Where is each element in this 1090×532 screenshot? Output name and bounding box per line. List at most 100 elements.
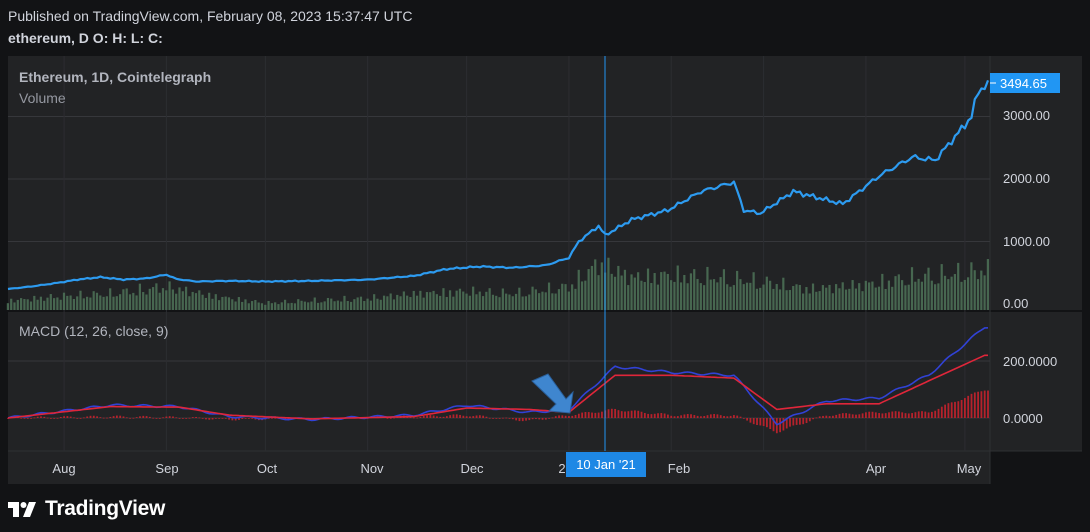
histogram-bar: [478, 415, 481, 418]
volume-bar: [26, 299, 29, 310]
volume-bar: [406, 295, 409, 310]
histogram-bar: [640, 411, 643, 418]
volume-bar: [432, 290, 435, 310]
volume-series: [6, 257, 989, 310]
histogram-bar: [224, 418, 227, 419]
volume-bar: [175, 293, 178, 310]
histogram-bar: [713, 414, 716, 418]
volume-bar: [861, 291, 864, 310]
histogram-bar: [716, 414, 719, 418]
volume-bar: [920, 281, 924, 310]
volume-bar: [580, 281, 584, 310]
histogram-bar: [135, 417, 138, 418]
price-scale-pane[interactable]: [990, 56, 1082, 451]
volume-bar: [914, 281, 917, 310]
histogram-bar: [86, 416, 89, 418]
histogram-bar: [614, 408, 617, 418]
symbol-ohlc-line: ethereum, D O: H: L: C:: [8, 30, 163, 46]
volume-bar: [353, 299, 356, 310]
volume-bar: [716, 282, 719, 310]
histogram-bar: [49, 418, 52, 419]
histogram-bar: [426, 415, 428, 418]
volume-bar: [491, 294, 495, 310]
volume-bar: [835, 284, 838, 310]
volume-bar: [524, 296, 528, 310]
volume-bar: [165, 290, 168, 310]
volume-bar: [561, 283, 564, 310]
histogram-bar: [416, 417, 419, 419]
volume-bar: [663, 271, 666, 310]
volume-bar: [983, 275, 986, 310]
histogram-bar: [92, 415, 95, 418]
volume-bar: [118, 294, 122, 310]
volume-bar: [689, 273, 693, 310]
histogram-bar: [878, 413, 881, 418]
histogram-bar: [577, 413, 580, 418]
histogram-bar: [112, 416, 115, 418]
volume-bar: [765, 276, 768, 310]
histogram-bar: [825, 415, 828, 418]
volume-bar: [241, 301, 244, 310]
volume-bar: [699, 283, 702, 310]
histogram-bar: [789, 418, 791, 427]
volume-bar: [257, 302, 260, 310]
histogram-bar: [26, 418, 29, 419]
histogram-bar: [125, 417, 128, 419]
histogram-bar: [155, 418, 158, 419]
volume-bar: [821, 285, 825, 310]
time-tick: 2: [558, 461, 565, 476]
histogram-bar: [980, 391, 983, 418]
volume-bar: [792, 286, 795, 310]
volume-bar: [571, 284, 574, 310]
histogram-bar: [759, 418, 762, 426]
volume-bar: [69, 295, 72, 310]
histogram-bar: [647, 413, 650, 418]
crosshair-time-label: 10 Jan '21: [576, 457, 636, 472]
histogram-bar: [835, 414, 838, 418]
volume-bar: [112, 296, 115, 310]
histogram-bar: [617, 410, 620, 418]
histogram-bar: [254, 418, 257, 420]
volume-bar: [838, 288, 841, 310]
volume-bar: [495, 295, 498, 310]
price-tick: 0.00: [1003, 296, 1028, 311]
volume-bar: [696, 278, 699, 310]
volume-bar: [633, 277, 636, 310]
brand-name: TradingView: [45, 497, 166, 520]
volume-bar: [109, 288, 112, 310]
volume-bar: [564, 284, 567, 310]
volume-bar: [943, 275, 947, 310]
volume-bar: [481, 296, 485, 310]
histogram-bar: [799, 418, 801, 425]
volume-bar: [56, 297, 59, 310]
histogram-bar: [43, 416, 46, 418]
histogram-bar: [973, 392, 976, 418]
histogram-bar: [690, 414, 692, 418]
histogram-bar: [634, 410, 636, 418]
histogram-bar: [544, 418, 547, 420]
volume-bar: [534, 289, 537, 310]
volume-bar: [82, 298, 85, 310]
histogram-bar: [551, 417, 554, 419]
histogram-bar: [271, 417, 273, 419]
volume-bar: [498, 297, 501, 310]
time-tick: Feb: [668, 461, 690, 476]
histogram-bar: [119, 415, 122, 418]
volume-bar: [19, 298, 23, 310]
volume-bar: [897, 274, 900, 310]
histogram-bar: [139, 416, 141, 418]
histogram-bar: [515, 418, 518, 421]
branding[interactable]: TradingView: [8, 497, 165, 521]
histogram-bar: [508, 418, 511, 419]
macd-pane[interactable]: [8, 312, 990, 451]
histogram-bar: [142, 415, 145, 418]
price-pane[interactable]: [8, 56, 990, 310]
volume-bar: [323, 301, 326, 310]
histogram-bar: [386, 417, 389, 419]
volume-bar: [683, 275, 686, 310]
volume-bar: [864, 280, 867, 310]
arrow-annotation[interactable]: [531, 373, 574, 414]
volume-bar: [300, 300, 303, 310]
volume-bar: [303, 301, 306, 310]
